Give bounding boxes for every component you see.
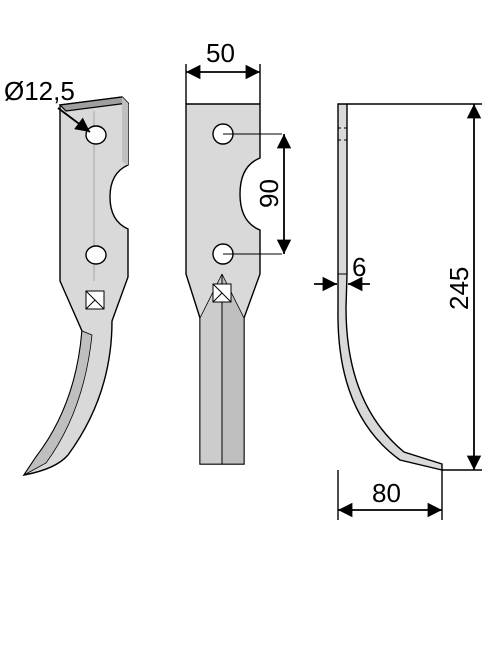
hole-left-lower bbox=[86, 246, 106, 264]
technical-drawing: Ø12,5 50 90 bbox=[0, 0, 500, 650]
view-left-iso bbox=[24, 97, 128, 475]
view-front bbox=[186, 104, 282, 464]
view-side bbox=[338, 104, 442, 470]
dim-thickness-6-text: 6 bbox=[352, 252, 366, 282]
dim-height-245-text: 245 bbox=[444, 267, 474, 310]
dim-hole-dia-text: Ø12,5 bbox=[4, 76, 75, 106]
dim-width-50: 50 bbox=[186, 38, 260, 104]
dim-foot-80-text: 80 bbox=[372, 478, 401, 508]
brand-mark-icon bbox=[213, 284, 231, 302]
dim-width-50-text: 50 bbox=[206, 38, 235, 68]
hole-left-upper bbox=[86, 126, 106, 144]
dim-foot-80: 80 bbox=[338, 470, 442, 520]
blade-left-face bbox=[24, 97, 128, 475]
brand-mark-icon bbox=[86, 291, 104, 309]
blade-left-right-edge bbox=[122, 97, 128, 165]
dim-spacing-90-text: 90 bbox=[254, 179, 284, 208]
blade-side-outline bbox=[338, 104, 442, 470]
